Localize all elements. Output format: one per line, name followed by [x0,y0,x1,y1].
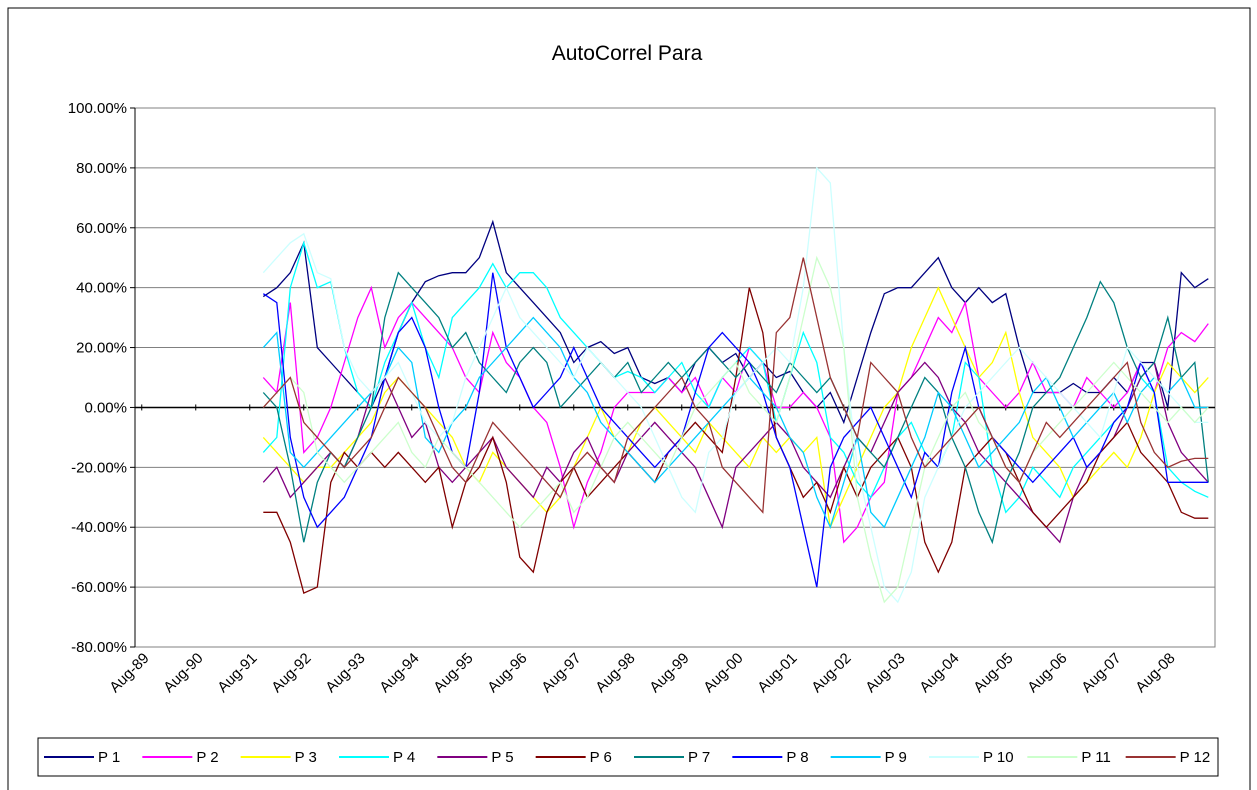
legend-label: P 2 [196,749,218,766]
y-tick-label: -20.00% [71,459,127,476]
legend-label: P 8 [786,749,808,766]
series-line [262,361,1209,544]
series-line [262,257,1209,514]
legend-label: P 1 [98,749,120,766]
legend-label: P 7 [688,749,710,766]
series-line [262,255,1209,604]
legend-label: P 3 [295,749,317,766]
legend-label: P 10 [983,749,1014,766]
y-tick-label: -60.00% [71,579,127,596]
series-line [262,166,1209,604]
y-tick-label: 100.00% [68,100,127,117]
legend-label: P 5 [491,749,513,766]
legend-label: P 12 [1180,749,1211,766]
y-tick-label: -80.00% [71,639,127,656]
chart-title: AutoCorrel Para [552,42,703,65]
y-tick-label: 60.00% [76,220,127,237]
y-tick-label: -40.00% [71,519,127,536]
series-line [262,272,1209,588]
y-tick-label: 0.00% [84,399,127,416]
legend-label: P 6 [590,749,612,766]
legend-label: P 9 [885,749,907,766]
legend [37,737,1219,777]
plot-area [134,107,1216,648]
y-tick-label: 40.00% [76,280,127,297]
legend-label: P 4 [393,749,415,766]
y-tick-label: 20.00% [76,340,127,357]
y-tick-label: 80.00% [76,160,127,177]
legend-label: P 11 [1081,749,1110,766]
